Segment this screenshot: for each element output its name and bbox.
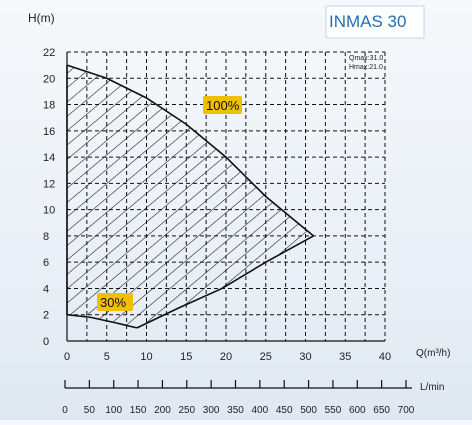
y-tick-label: 2 — [43, 310, 49, 322]
y-tick-label: 20 — [43, 73, 55, 85]
x-tick-label: 25 — [260, 351, 272, 363]
secondary-x-tick-label: 600 — [349, 405, 366, 416]
y-tick-label: 10 — [43, 205, 55, 217]
x-tick-label: 0 — [64, 351, 70, 363]
y-tick-label: 18 — [43, 100, 55, 112]
y-axis-label: H(m) — [28, 11, 55, 25]
secondary-x-tick-label: 200 — [154, 405, 171, 416]
secondary-x-tick-label: 300 — [203, 405, 220, 416]
lower-boundary-line — [136, 235, 314, 329]
tick-labels: 0 2 4 6 8 10 12 14 16 18 20 22 0 5 10 15 20 25 30 35 40 — [43, 47, 391, 363]
product-label: INMAS 30 — [329, 12, 406, 31]
secondary-axis: 0 50 100 150 200 250 300 350 400 450 500 550 600 650 7… — [62, 380, 415, 416]
y-tick-label: 8 — [43, 231, 49, 243]
secondary-x-tick-label: 400 — [252, 405, 269, 416]
label-100-text: 100% — [206, 98, 240, 113]
x-axis-label: Q(m³/h) — [416, 348, 450, 359]
curve-100-line — [66, 64, 314, 237]
secondary-x-tick-label: 100 — [105, 405, 122, 416]
x-tick-label: 5 — [104, 351, 110, 363]
hatched-operating-region — [67, 65, 314, 328]
secondary-x-tick-label: 0 — [62, 405, 68, 416]
x-tick-label: 30 — [299, 351, 311, 363]
secondary-x-tick-label: 650 — [373, 405, 390, 416]
hmax-note: Hmax:21.0 — [349, 64, 383, 71]
x-tick-label: 15 — [180, 351, 192, 363]
y-tick-label: 6 — [43, 257, 49, 269]
y-tick-label: 12 — [43, 178, 55, 190]
series-lines — [66, 64, 314, 329]
y-tick-label: 14 — [43, 152, 55, 164]
x-tick-label: 40 — [379, 351, 391, 363]
x-tick-label: 20 — [220, 351, 232, 363]
secondary-x-tick-label: 350 — [227, 405, 244, 416]
secondary-x-tick-label: 50 — [84, 405, 96, 416]
x-tick-label: 35 — [339, 351, 351, 363]
y-tick-label: 16 — [43, 126, 55, 138]
y-tick-label: 0 — [43, 336, 49, 348]
secondary-x-tick-label: 450 — [276, 405, 293, 416]
label-30-text: 30% — [100, 295, 126, 310]
secondary-x-tick-label: 700 — [398, 405, 415, 416]
qmax-note: Qmax:31.0 — [349, 55, 383, 62]
product-label-box — [325, 5, 425, 39]
x-tick-label: 10 — [140, 351, 152, 363]
hatched-region-fill — [67, 65, 314, 328]
y-tick-label: 22 — [43, 47, 55, 59]
y-tick-label: 4 — [43, 283, 49, 295]
label-100-tag — [203, 96, 242, 114]
label-30-tag — [97, 293, 133, 311]
secondary-x-tick-label: 500 — [300, 405, 317, 416]
secondary-x-axis-label: L/min — [420, 382, 444, 393]
curve-30-line — [66, 313, 138, 329]
secondary-x-tick-label: 150 — [130, 405, 147, 416]
secondary-x-tick-label: 550 — [325, 405, 342, 416]
secondary-x-tick-label: 250 — [178, 405, 195, 416]
